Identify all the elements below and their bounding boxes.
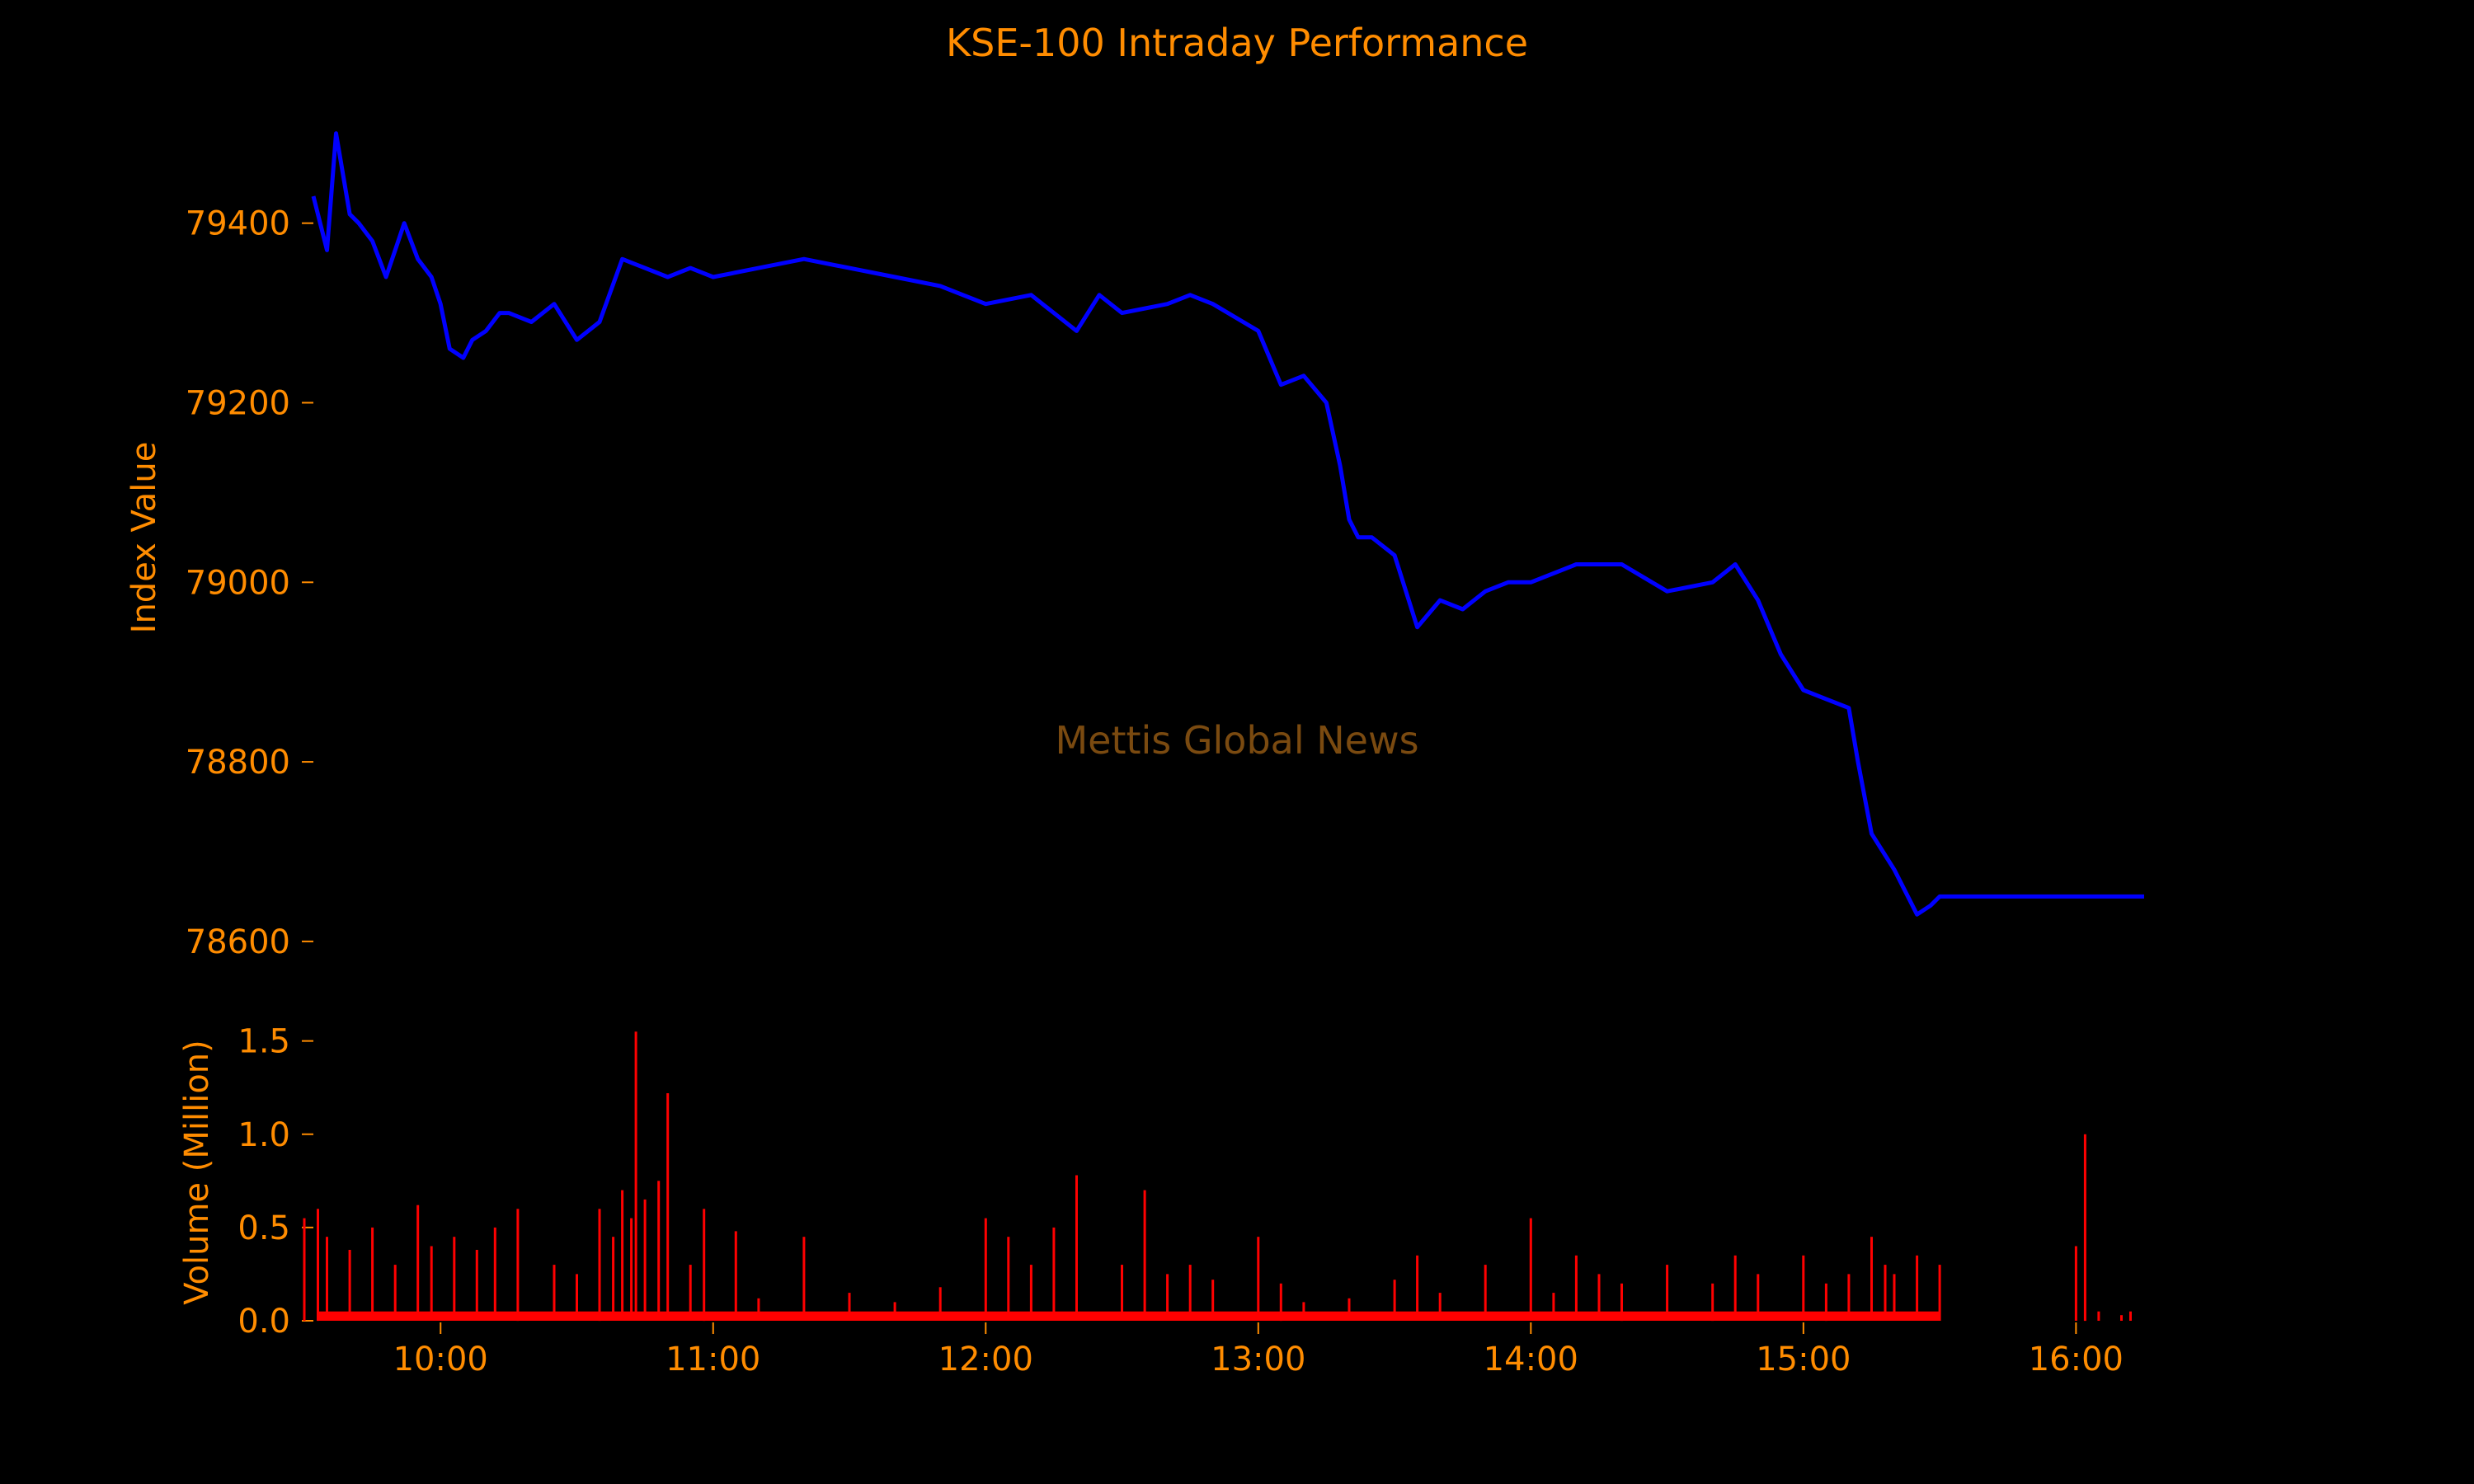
- x-tick-label: 11:00: [666, 1341, 760, 1378]
- volume-bar: [1484, 1265, 1487, 1321]
- volume-bar: [689, 1265, 692, 1321]
- volume-bar: [612, 1237, 615, 1321]
- index-y-axis-label: Index Value: [125, 442, 163, 634]
- volume-bar: [1166, 1274, 1169, 1321]
- index-y-tick-label: 79200: [186, 384, 290, 422]
- volume-bar: [393, 1265, 397, 1321]
- volume-bar: [1597, 1274, 1601, 1321]
- x-tick-label: 14:00: [1484, 1341, 1578, 1378]
- volume-bar: [1884, 1265, 1887, 1321]
- volume-bar: [2083, 1134, 2086, 1322]
- volume-bar: [1824, 1283, 1827, 1322]
- volume-bar: [621, 1190, 624, 1321]
- volume-bar: [1279, 1283, 1282, 1322]
- watermark: Mettis Global News: [1055, 718, 1418, 763]
- volume-bar: [1666, 1265, 1669, 1321]
- volume-bar: [1552, 1293, 1555, 1321]
- volume-bar: [1574, 1255, 1578, 1321]
- x-axis-ticks: 10:00 11:00 12:00 13:00 14:00 15:00 16:00: [393, 1322, 2124, 1378]
- volume-bar: [1529, 1218, 1532, 1321]
- volume-bar: [1052, 1227, 1056, 1321]
- volume-bar: [1893, 1274, 1896, 1321]
- x-tick-label: 10:00: [393, 1341, 488, 1378]
- volume-bar: [1188, 1265, 1192, 1321]
- x-tick-label: 12:00: [938, 1341, 1033, 1378]
- volume-y-tick-label: 1.0: [238, 1116, 290, 1154]
- volume-y-ticks: 0.0 0.5 1.0 1.5: [238, 1023, 313, 1341]
- volume-bar: [326, 1237, 328, 1321]
- volume-bar: [657, 1181, 661, 1321]
- volume-y-tick-label: 0.0: [238, 1303, 290, 1341]
- index-y-tick-label: 78800: [186, 744, 290, 782]
- volume-bar: [630, 1218, 633, 1321]
- volume-bar: [1847, 1274, 1851, 1321]
- volume-bar: [493, 1227, 496, 1321]
- volume-panel: 0.0 0.5 1.0 1.5: [238, 1023, 2132, 1341]
- volume-bar: [2074, 1246, 2077, 1321]
- x-tick-label: 16:00: [2029, 1341, 2124, 1378]
- index-y-ticks: 78600 78800 79000 79200 79400: [186, 205, 313, 961]
- volume-bar: [1757, 1274, 1760, 1321]
- volume-bar: [1620, 1283, 1623, 1322]
- volume-bar: [317, 1209, 319, 1322]
- index-y-tick-label: 79400: [186, 205, 290, 243]
- volume-bar: [598, 1209, 601, 1322]
- index-series-line: [311, 131, 2144, 917]
- volume-bar: [1916, 1255, 1919, 1321]
- chart-title: KSE-100 Intraday Performance: [946, 21, 1528, 65]
- volume-bar: [1416, 1255, 1419, 1321]
- volume-bar: [643, 1199, 647, 1321]
- volume-bar: [2120, 1315, 2123, 1321]
- volume-bar: [848, 1293, 851, 1321]
- volume-bar: [1938, 1265, 1941, 1321]
- volume-bar: [1438, 1293, 1442, 1321]
- volume-bar: [938, 1287, 942, 1321]
- volume-y-tick-label: 1.5: [238, 1023, 290, 1061]
- volume-bar: [666, 1093, 670, 1321]
- volume-bar: [516, 1209, 520, 1322]
- volume-y-axis-label: Volume (Million): [178, 1040, 216, 1304]
- volume-bar: [1393, 1280, 1396, 1321]
- volume-bar: [576, 1274, 578, 1321]
- volume-baseline-band: [317, 1311, 1940, 1321]
- volume-bar: [1348, 1298, 1351, 1321]
- volume-bar: [2097, 1311, 2100, 1321]
- volume-bar: [1711, 1283, 1714, 1322]
- volume-bar: [1870, 1237, 1873, 1321]
- x-tick-label: 13:00: [1211, 1341, 1305, 1378]
- volume-bar: [553, 1265, 556, 1321]
- volume-bar: [1257, 1237, 1260, 1321]
- volume-bar: [1075, 1175, 1078, 1321]
- volume-bar: [1802, 1255, 1805, 1321]
- volume-bar: [303, 1218, 306, 1321]
- volume-bar: [416, 1205, 420, 1321]
- index-panel: 78600 78800 79000 79200 79400: [186, 131, 2144, 961]
- volume-bar: [371, 1227, 374, 1321]
- volume-bar: [475, 1250, 478, 1321]
- volume-bar: [1029, 1265, 1032, 1321]
- volume-bar: [1733, 1255, 1737, 1321]
- volume-y-tick-label: 0.5: [238, 1209, 290, 1247]
- index-y-tick-label: 79000: [186, 564, 290, 602]
- volume-bar: [984, 1218, 987, 1321]
- index-y-tick-label: 78600: [186, 923, 290, 961]
- volume-bar: [1143, 1190, 1146, 1321]
- volume-bar: [348, 1250, 351, 1321]
- volume-bars: [303, 1031, 2132, 1322]
- volume-bar: [453, 1237, 456, 1321]
- volume-bar: [1211, 1280, 1215, 1321]
- x-tick-label: 15:00: [1756, 1341, 1851, 1378]
- volume-bar: [430, 1246, 433, 1321]
- volume-bar: [634, 1031, 637, 1321]
- volume-bar: [1007, 1237, 1010, 1321]
- volume-bar: [802, 1237, 806, 1321]
- volume-bar: [1121, 1265, 1123, 1321]
- volume-bar: [757, 1298, 760, 1321]
- volume-bar: [703, 1209, 706, 1322]
- volume-bar: [2129, 1311, 2132, 1321]
- volume-bar: [734, 1231, 737, 1321]
